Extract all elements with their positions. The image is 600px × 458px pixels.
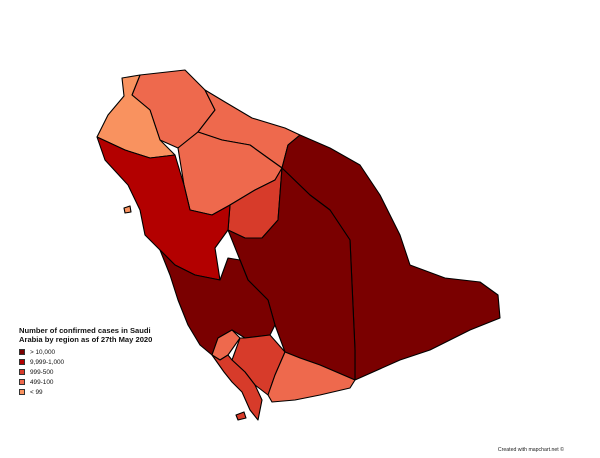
island-farasan: Jizan (235, 411, 247, 421)
region-jizan[interactable]: Jizan (211, 354, 263, 421)
legend-swatch (19, 369, 25, 376)
island-tabuk-coast: Tabuk (123, 205, 132, 214)
legend-swatch (19, 379, 25, 386)
region-al-madinah[interactable]: Al Madinah (96, 136, 231, 281)
legend-swatch (19, 349, 25, 356)
mapchart-credit: Created with mapchart.net © (497, 447, 564, 453)
legend-label: > 10,000 (30, 348, 56, 356)
legend-label: 9,999-1,000 (30, 358, 65, 366)
legend-item: 499-100 (19, 377, 169, 387)
legend-label: 999-500 (30, 368, 54, 376)
legend-swatch (19, 359, 25, 366)
region-riyadh[interactable]: Riyadh (227, 167, 356, 381)
legend-item: 9,999-1,000 (19, 357, 169, 367)
legend-item: > 10,000 (19, 347, 169, 357)
region-najran[interactable]: Najran (267, 351, 356, 403)
legend-label: < 99 (30, 388, 43, 396)
legend-title: Number of confirmed cases in Saudi Arabi… (19, 326, 153, 344)
legend: Number of confirmed cases in Saudi Arabi… (19, 326, 169, 397)
legend-item: 999-500 (19, 367, 169, 377)
legend-label: 499-100 (30, 378, 54, 386)
legend-swatch (19, 389, 25, 396)
legend-item: < 99 (19, 387, 169, 397)
